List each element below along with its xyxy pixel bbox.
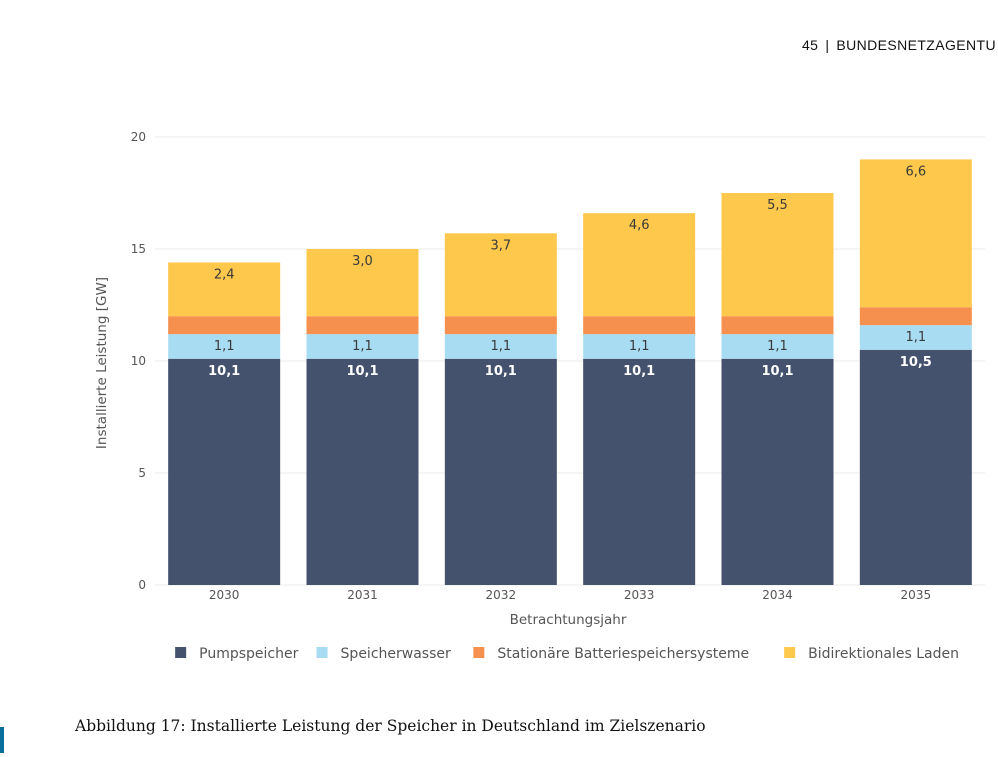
data-label: 1,1 <box>214 339 235 354</box>
data-label: 10,1 <box>761 364 793 379</box>
y-axis-title: Installierte Leistung [GW] <box>94 277 110 449</box>
legend-swatch <box>316 647 328 658</box>
bar-segment-speicherwasser <box>721 334 834 359</box>
figure-caption: Abbildung 17: Installierte Leistung der … <box>75 717 706 735</box>
y-tick-label: 15 <box>131 242 146 256</box>
bar-segment-station-re-batteriespeichersysteme <box>583 316 696 335</box>
bar-segment-speicherwasser <box>583 334 696 359</box>
data-label: 1,1 <box>905 330 926 345</box>
data-label: 3,7 <box>490 238 511 253</box>
data-label: 6,6 <box>905 164 926 179</box>
x-axis-title: Betrachtungsjahr <box>510 612 627 628</box>
x-tick-label: 2035 <box>901 588 932 602</box>
bars-layer <box>168 159 972 585</box>
bar-segment-station-re-batteriespeichersysteme <box>444 316 557 335</box>
bar-segment-speicherwasser <box>168 334 281 359</box>
bar-segment-pumpspeicher <box>168 358 281 585</box>
bar-segment-bidirektionales-laden <box>859 159 972 308</box>
y-tick-label: 20 <box>131 130 146 144</box>
y-tick-label: 0 <box>138 578 146 592</box>
bar-segment-pumpspeicher <box>306 358 419 585</box>
bar-segment-station-re-batteriespeichersysteme <box>168 316 281 335</box>
header-separator: | <box>825 37 830 53</box>
legend: Pumpspeicher Speicherwasser Stationäre Bat… <box>175 646 959 662</box>
data-label: 10,5 <box>900 355 932 370</box>
x-tick-label: 2033 <box>624 588 655 602</box>
data-label: 5,5 <box>767 198 788 213</box>
legend-swatch <box>784 647 796 658</box>
bar-segment-station-re-batteriespeichersysteme <box>721 316 834 335</box>
page-number: 45 <box>801 37 819 53</box>
data-label: 3,0 <box>352 254 373 269</box>
data-label: 1,1 <box>767 339 788 354</box>
data-label: 1,1 <box>352 339 373 354</box>
bar-segment-bidirektionales-laden <box>721 193 834 317</box>
bar-segment-bidirektionales-laden <box>583 213 696 317</box>
bar-segment-speicherwasser <box>859 325 972 350</box>
y-tick-label: 10 <box>131 354 146 368</box>
data-label: 10,1 <box>623 364 655 379</box>
data-labels-layer: 10,1 1,1 2,4 10,1 1,1 3,0 10,1 1,1 3,7 10,1 1,1 4,6… <box>208 164 932 378</box>
legend-label: Pumpspeicher <box>199 646 298 662</box>
axis-layer: 0 5 10 15 20 Installierte Leistung [GW] 2030 20… <box>94 130 931 628</box>
publisher-name: BUNDESNETZAGENTU <box>836 37 996 53</box>
legend-label: Bidirektionales Laden <box>808 646 959 662</box>
bar-segment-bidirektionales-laden <box>444 233 557 317</box>
x-tick-label: 2031 <box>347 588 378 602</box>
grid-layer <box>155 136 985 586</box>
bar-segment-bidirektionales-laden <box>306 249 419 317</box>
data-label: 10,1 <box>485 364 517 379</box>
data-label: 10,1 <box>346 364 378 379</box>
stacked-bar-chart: 10,1 1,1 2,4 10,1 1,1 3,0 10,1 1,1 3,7 10,1 1,1 4,6… <box>94 130 985 662</box>
page-header: 45 | BUNDESNETZAGENTU <box>802 37 996 53</box>
legend-label: Stationäre Batteriespeichersysteme <box>497 646 749 662</box>
legend-swatch <box>473 647 485 658</box>
x-tick-label: 2034 <box>762 588 793 602</box>
bar-segment-pumpspeicher <box>444 358 557 585</box>
legend-label: Speicherwasser <box>341 646 451 662</box>
data-label: 2,4 <box>214 267 235 282</box>
data-label: 4,6 <box>629 218 650 233</box>
page-edge-marker <box>0 727 4 753</box>
data-label: 10,1 <box>208 364 240 379</box>
data-label: 1,1 <box>490 339 511 354</box>
bar-segment-bidirektionales-laden <box>168 262 281 317</box>
bar-segment-pumpspeicher <box>721 358 834 585</box>
bar-segment-speicherwasser <box>306 334 419 359</box>
data-label: 1,1 <box>629 339 650 354</box>
bar-segment-pumpspeicher <box>859 349 972 585</box>
bar-segment-speicherwasser <box>444 334 557 359</box>
legend-swatch <box>175 647 187 658</box>
x-tick-label: 2030 <box>209 588 240 602</box>
y-tick-label: 5 <box>138 466 146 480</box>
x-tick-label: 2032 <box>486 588 517 602</box>
bar-segment-station-re-batteriespeichersysteme <box>859 307 972 326</box>
bar-segment-pumpspeicher <box>583 358 696 585</box>
bar-segment-station-re-batteriespeichersysteme <box>306 316 419 335</box>
